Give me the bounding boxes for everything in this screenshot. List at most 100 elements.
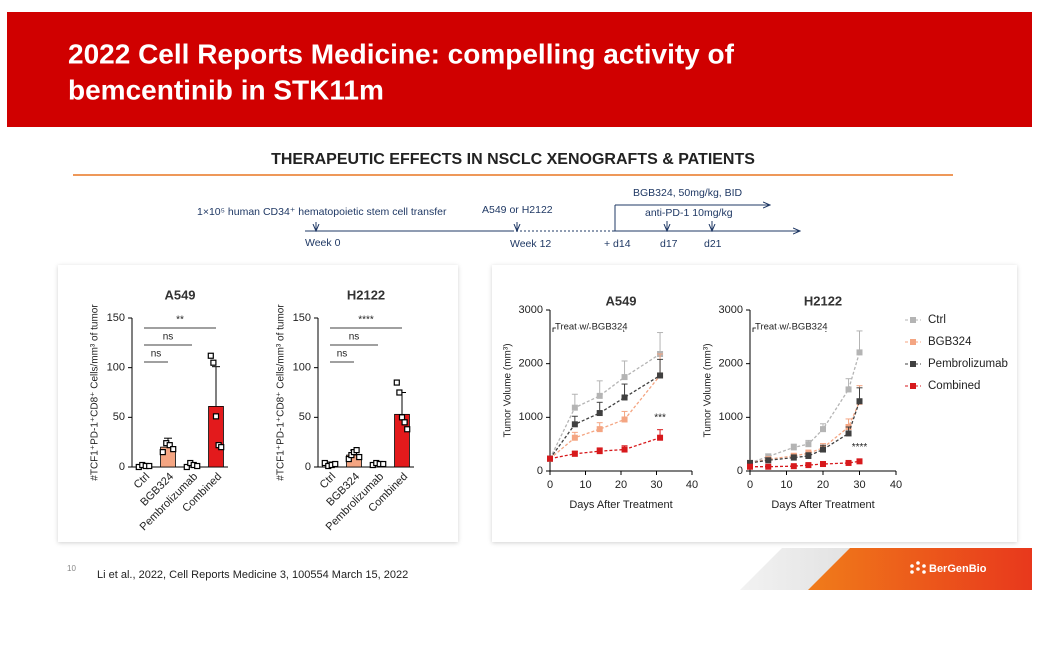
data-point — [396, 389, 403, 396]
data-point — [207, 352, 214, 359]
data-point — [747, 459, 753, 466]
legend-label: BGB324 — [928, 336, 972, 348]
timeline-label: d17 — [660, 238, 678, 250]
legend-label: Pembrolizumab — [928, 358, 1008, 370]
x-tick-label: 30 — [853, 479, 865, 491]
data-point — [621, 374, 628, 381]
treatment-label: Treat w/ BGB324 — [755, 322, 828, 333]
header-band — [7, 12, 1032, 127]
data-point — [146, 462, 153, 470]
data-point — [393, 379, 400, 386]
page-number: 10 — [67, 564, 76, 573]
significance-label: *** — [654, 412, 666, 423]
significance-label: ** — [176, 315, 184, 326]
chart-title: H2122 — [347, 287, 385, 302]
timeline — [305, 205, 800, 231]
footer-strip — [808, 548, 1032, 590]
y-tick-label: 0 — [305, 461, 311, 473]
x-tick-label: 10 — [780, 479, 792, 491]
header-title: bemcentinib in STK11m — [68, 74, 384, 105]
y-tick-label: 50 — [299, 411, 311, 423]
treatment-label: Treat w/ BGB324 — [555, 322, 628, 333]
panel — [492, 265, 1017, 542]
x-tick-label: 40 — [686, 479, 698, 491]
section-heading: THERAPEUTIC EFFECTS IN NSCLC XENOGRAFTS … — [271, 151, 755, 168]
y-axis-label: #TCF1⁺PD-1⁺CD8⁺ Cells/mm³ of tumor — [276, 304, 287, 481]
data-point — [218, 444, 225, 451]
data-point — [398, 414, 406, 421]
timeline-label: + d14 — [604, 238, 631, 250]
data-point — [596, 410, 603, 417]
y-tick-label: 0 — [119, 461, 125, 473]
data-point — [596, 448, 603, 455]
header-title: 2022 Cell Reports Medicine: compelling a… — [68, 38, 735, 69]
chart-title: H2122 — [804, 293, 842, 308]
data-point — [805, 462, 812, 469]
data-point — [820, 426, 826, 433]
timeline-label: BGB324, 50mg/kg, BID — [633, 187, 743, 199]
series-line — [549, 375, 661, 460]
data-point — [765, 463, 772, 470]
citation: Li et al., 2022, Cell Reports Medicine 3… — [97, 569, 408, 581]
y-axis-label: Tumor Volume (mm³) — [503, 343, 514, 437]
data-point — [747, 463, 753, 470]
data-point — [401, 419, 408, 426]
chart-title: A549 — [164, 287, 195, 302]
data-point — [657, 372, 664, 379]
data-point — [170, 446, 177, 453]
x-tick-label: 30 — [650, 479, 662, 491]
y-axis-label: Tumor Volume (mm³) — [703, 343, 714, 437]
significance-label: ns — [163, 332, 174, 343]
data-point — [845, 386, 852, 393]
data-point — [212, 413, 220, 420]
timeline-label: A549 or H2122 — [482, 204, 553, 216]
y-tick-label: 0 — [537, 465, 543, 477]
data-point — [621, 416, 628, 423]
data-point — [845, 430, 852, 437]
data-point — [856, 458, 863, 465]
data-point — [571, 434, 578, 441]
data-point — [332, 460, 339, 468]
x-tick-label: 20 — [615, 479, 627, 491]
data-point — [790, 444, 797, 451]
data-point — [596, 392, 603, 399]
y-tick-label: 1000 — [519, 411, 543, 423]
legend-label: Combined — [928, 380, 980, 392]
y-tick-label: 3000 — [719, 304, 743, 316]
data-point — [820, 461, 826, 468]
y-tick-label: 0 — [737, 465, 743, 477]
data-point — [210, 359, 217, 366]
significance-label: ns — [151, 349, 162, 360]
data-point — [547, 455, 553, 462]
x-tick-label: 20 — [817, 479, 829, 491]
data-point — [657, 434, 664, 441]
x-tick-label: 0 — [547, 479, 553, 491]
y-tick-label: 100 — [293, 362, 311, 374]
data-point — [856, 398, 863, 405]
data-point — [356, 453, 363, 461]
series-line — [549, 374, 661, 460]
data-point — [790, 454, 797, 461]
y-tick-label: 2000 — [519, 358, 543, 370]
data-point — [571, 404, 578, 411]
significance-label: **** — [852, 442, 868, 453]
data-point — [820, 446, 826, 453]
data-point — [596, 426, 603, 433]
legend-marker — [910, 339, 916, 345]
data-point — [765, 457, 772, 464]
data-point — [790, 463, 797, 470]
panel — [58, 265, 458, 542]
data-point — [353, 447, 360, 454]
timeline-label: d21 — [704, 238, 722, 250]
significance-label: ns — [337, 349, 348, 360]
y-tick-label: 150 — [107, 312, 125, 324]
y-tick-label: 150 — [293, 312, 311, 324]
chart-title: A549 — [605, 293, 636, 308]
x-axis-label: Days After Treatment — [771, 499, 874, 511]
legend-marker — [910, 383, 916, 389]
legend-marker — [910, 317, 916, 323]
legend-marker — [910, 361, 916, 367]
timeline-label: 1×10⁵ human CD34⁺ hematopoietic stem cel… — [197, 206, 447, 218]
data-point — [856, 349, 863, 356]
